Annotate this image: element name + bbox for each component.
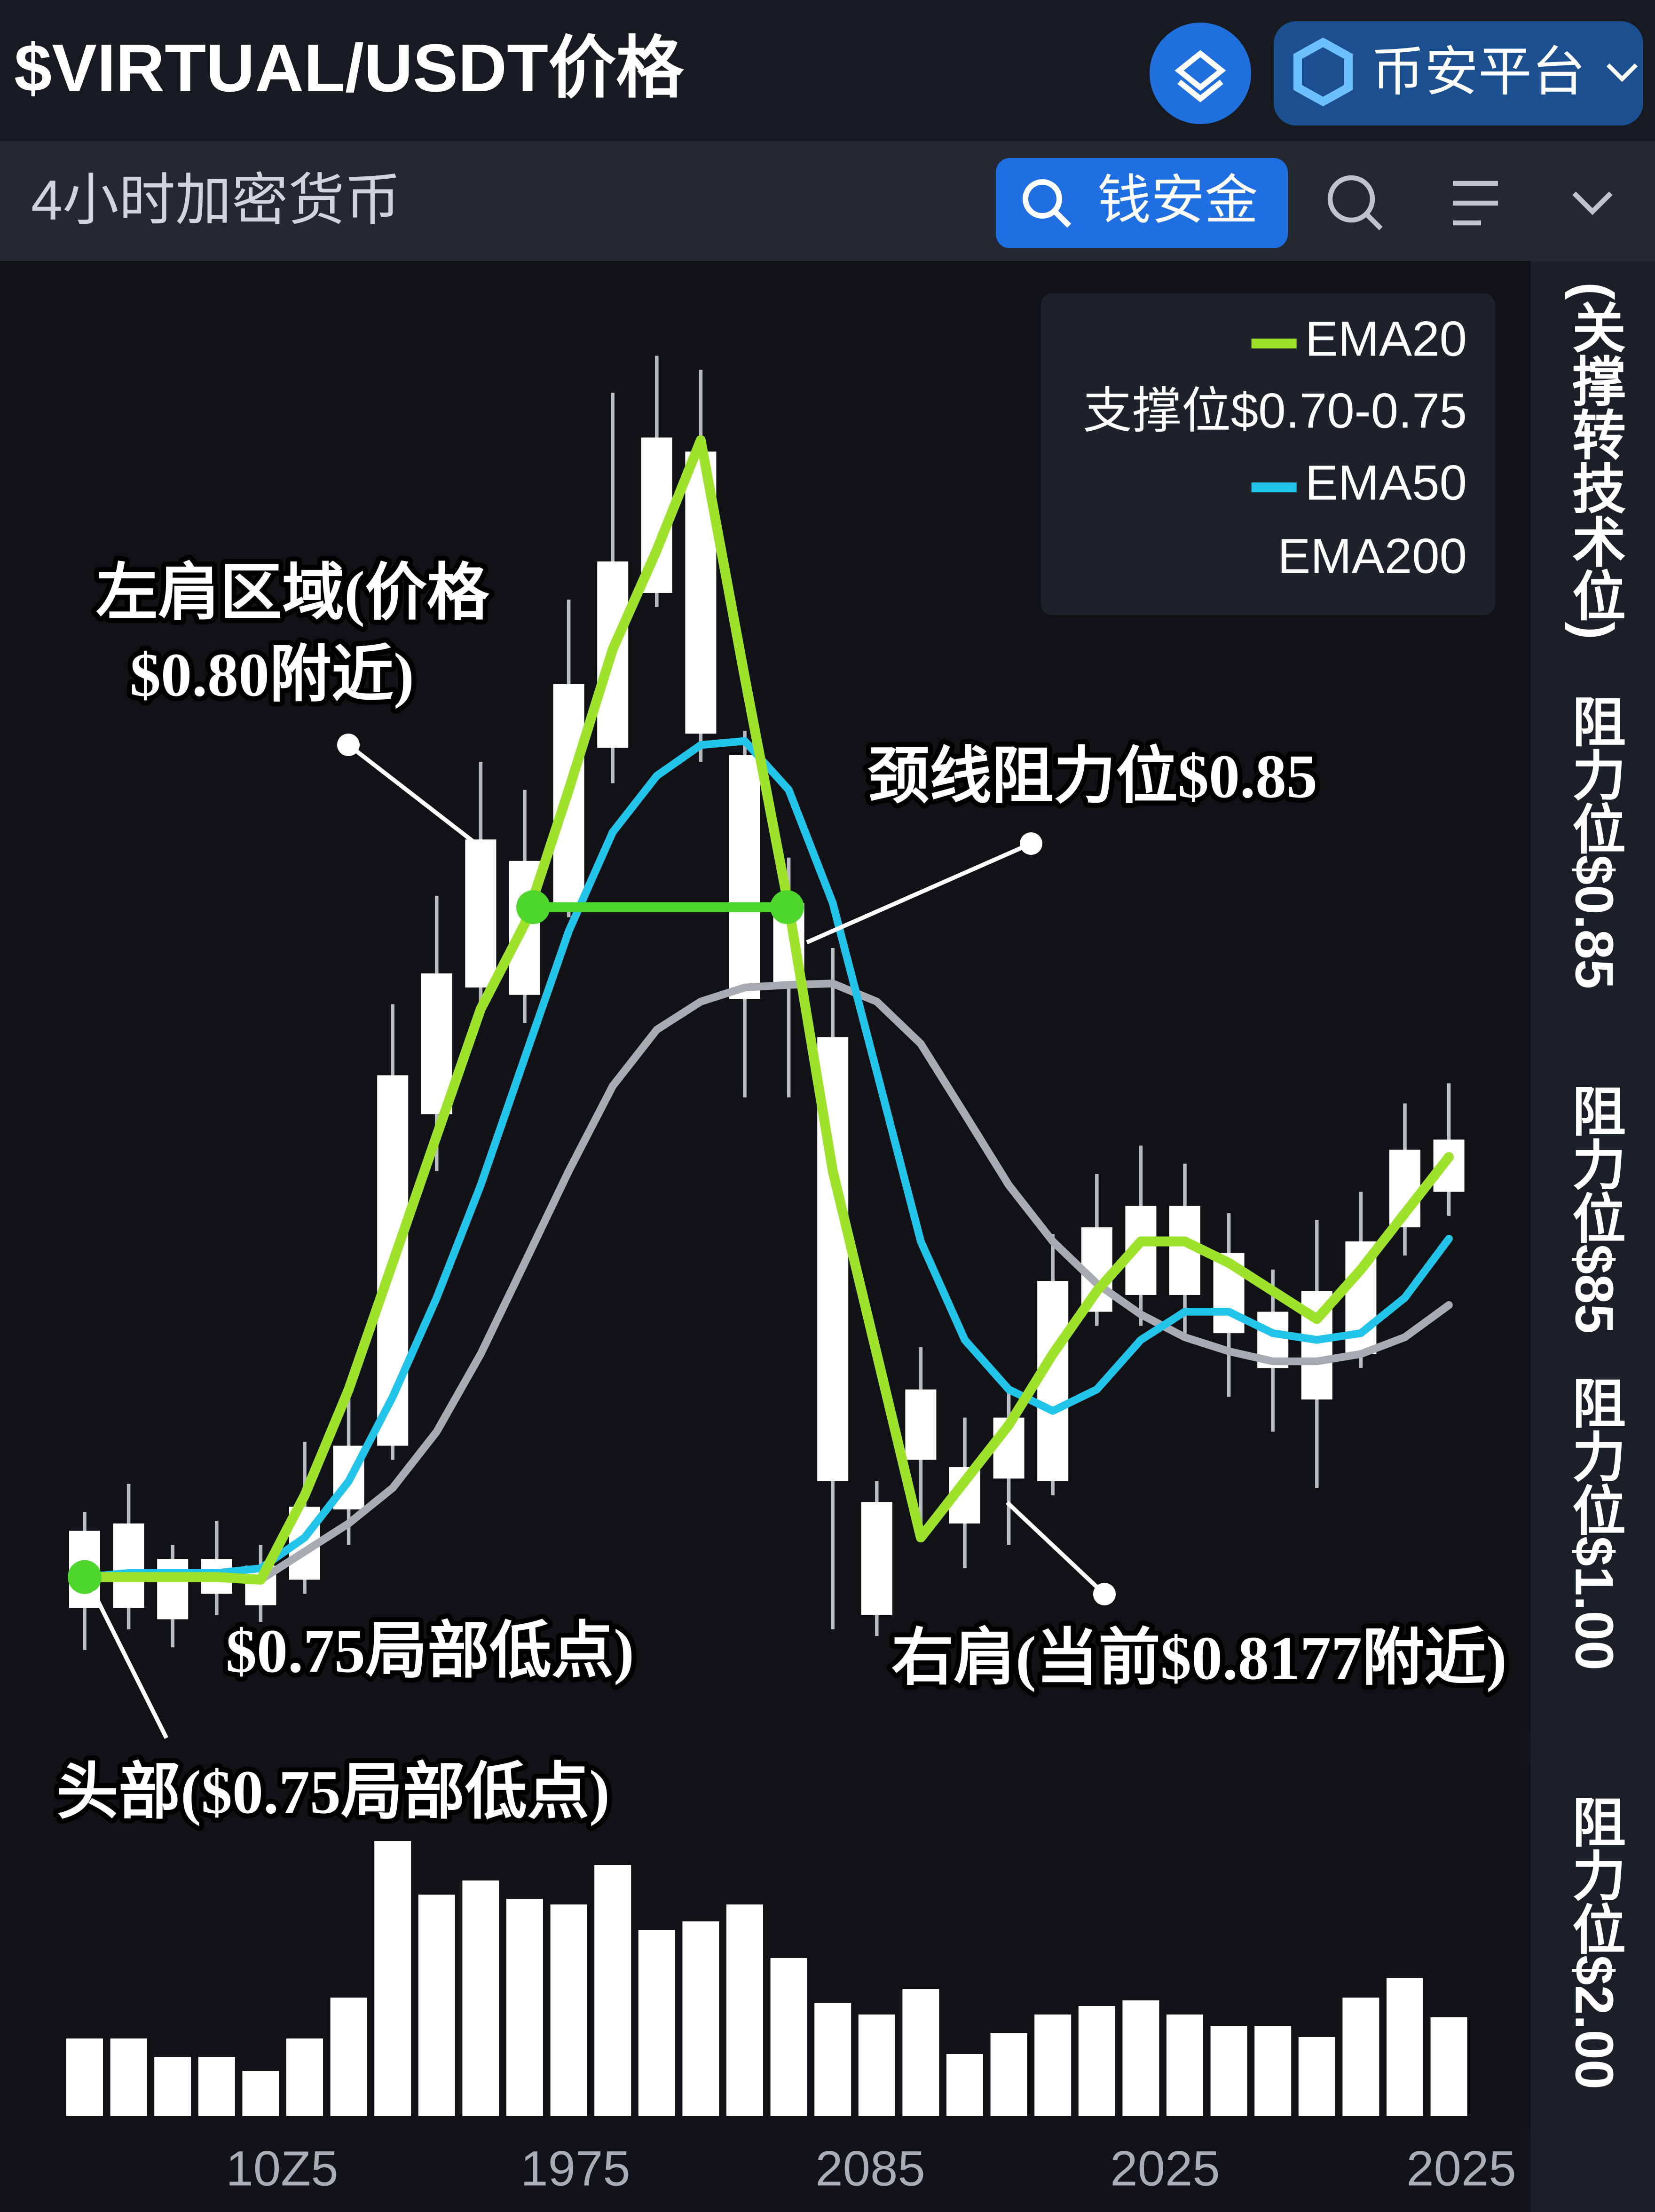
volume-bar — [946, 2054, 984, 2116]
volume-bar — [1298, 2037, 1335, 2116]
volume-bar — [1342, 1998, 1379, 2116]
right-axis-label: 阻力位$85 — [1564, 1083, 1625, 1334]
leader-line — [91, 1590, 169, 1739]
search-button[interactable]: 钱安金 — [996, 158, 1288, 248]
avatar-button[interactable] — [1150, 23, 1252, 124]
volume-bar — [682, 1921, 719, 2116]
volume-bar — [242, 2071, 279, 2116]
volume-bar — [1034, 2014, 1072, 2116]
volume-bar — [506, 1899, 544, 2116]
ema-line — [79, 435, 1454, 1585]
volume-bar — [814, 2003, 851, 2116]
toolbar — [0, 141, 1655, 261]
volume-bar — [858, 2014, 895, 2116]
collapse-icon[interactable] — [1572, 191, 1613, 215]
x-axis-label: 1975 — [520, 2141, 630, 2196]
leader-dot — [1093, 1583, 1116, 1605]
annotation: $0.80附近) — [130, 640, 414, 709]
volume-bar — [1122, 2000, 1159, 2116]
platform-name: 币安平台 — [1371, 42, 1585, 102]
volume-bar — [550, 1904, 587, 2116]
leader-dot — [337, 734, 360, 756]
x-axis-label: 2025 — [1110, 2141, 1220, 2196]
legend-label: EMA200 — [1277, 529, 1467, 584]
volume-bar — [1254, 2026, 1292, 2116]
x-axis-label: 10Z5 — [226, 2141, 338, 2196]
annotation: 右肩(当前$0.8177附近) — [891, 1623, 1507, 1692]
candle-body — [905, 1389, 937, 1460]
right-axis-label: 阻力位$1.00 — [1564, 1375, 1625, 1670]
right-axis-strip — [1530, 261, 1655, 2212]
candle-body — [465, 839, 496, 988]
volume-bar — [902, 1989, 939, 2116]
x-axis-label: 2085 — [815, 2141, 925, 2196]
volume-bar — [726, 1904, 764, 2116]
right-axis-label: 阻力位$2.00 — [1564, 1794, 1625, 2089]
annotation: 颈线阻力位$0.85 — [867, 742, 1317, 811]
volume-bar — [1430, 2017, 1467, 2116]
volume-bar — [286, 2038, 323, 2116]
volume-bar — [1387, 1978, 1424, 2116]
right-axis-label: 阻力位$0.85 — [1564, 694, 1625, 989]
leader-line — [347, 743, 481, 848]
volume-bar — [770, 1958, 807, 2116]
volume-bar — [1210, 2026, 1247, 2116]
volume-bar — [330, 1998, 367, 2116]
candle-body — [1037, 1281, 1069, 1481]
header-title: $VIRTUAL/USDT价格 — [14, 30, 684, 106]
legend — [1041, 293, 1496, 615]
menu-icon[interactable] — [1453, 181, 1498, 226]
candle-body — [729, 755, 761, 999]
right-axis-label: (关撑转技术位) — [1564, 282, 1626, 640]
annotation: 头部($0.75局部低点) — [56, 1757, 610, 1826]
platform-selector[interactable]: 币安平台 — [1274, 21, 1644, 126]
neckline-point — [770, 890, 804, 924]
x-axis-label: 2025 — [1406, 2141, 1516, 2196]
overlay: EMA20 EMA50 EMA200 支撑位$0.70-0.75 左肩区域(价格 $0.8… — [52, 282, 1626, 2196]
candle-body — [157, 1559, 189, 1620]
legend-swatch — [1251, 339, 1297, 348]
timeframe-label: 4小时加密货币 — [31, 169, 401, 232]
candle-body — [861, 1502, 892, 1615]
leader-dot — [1020, 832, 1043, 855]
legend-label: EMA50 — [1305, 456, 1467, 511]
volume-bar — [1078, 2006, 1115, 2116]
volume-bar — [990, 2033, 1027, 2116]
leader-line — [806, 841, 1032, 945]
volume-bar — [154, 2057, 191, 2116]
legend-note: 支撑位$0.70-0.75 — [1083, 384, 1467, 439]
volume-bar — [638, 1930, 675, 2116]
annotation: 左肩区域(价格 — [96, 558, 489, 627]
search-button-text: 钱安金 — [1097, 171, 1258, 230]
head-point — [68, 1560, 102, 1594]
volume-bar — [198, 2057, 235, 2116]
volume-bar — [418, 1895, 455, 2116]
volume-bar — [374, 1841, 411, 2116]
volume-bar — [594, 1865, 631, 2116]
volume-bar — [66, 2038, 103, 2116]
volume-bar — [1166, 2014, 1204, 2116]
legend-swatch — [1251, 482, 1297, 492]
legend-label: EMA20 — [1305, 312, 1467, 367]
volume-bar — [462, 1880, 499, 2116]
ema-line — [80, 737, 1453, 1581]
candle-body — [113, 1523, 144, 1608]
leader-line — [1005, 1501, 1106, 1596]
volume-bar — [110, 2038, 147, 2116]
plot — [66, 356, 1467, 2116]
neckline-point — [516, 890, 551, 924]
search-icon[interactable] — [1327, 175, 1383, 230]
annotation: $0.75局部低点) — [226, 1616, 634, 1685]
candle-body — [421, 973, 452, 1114]
